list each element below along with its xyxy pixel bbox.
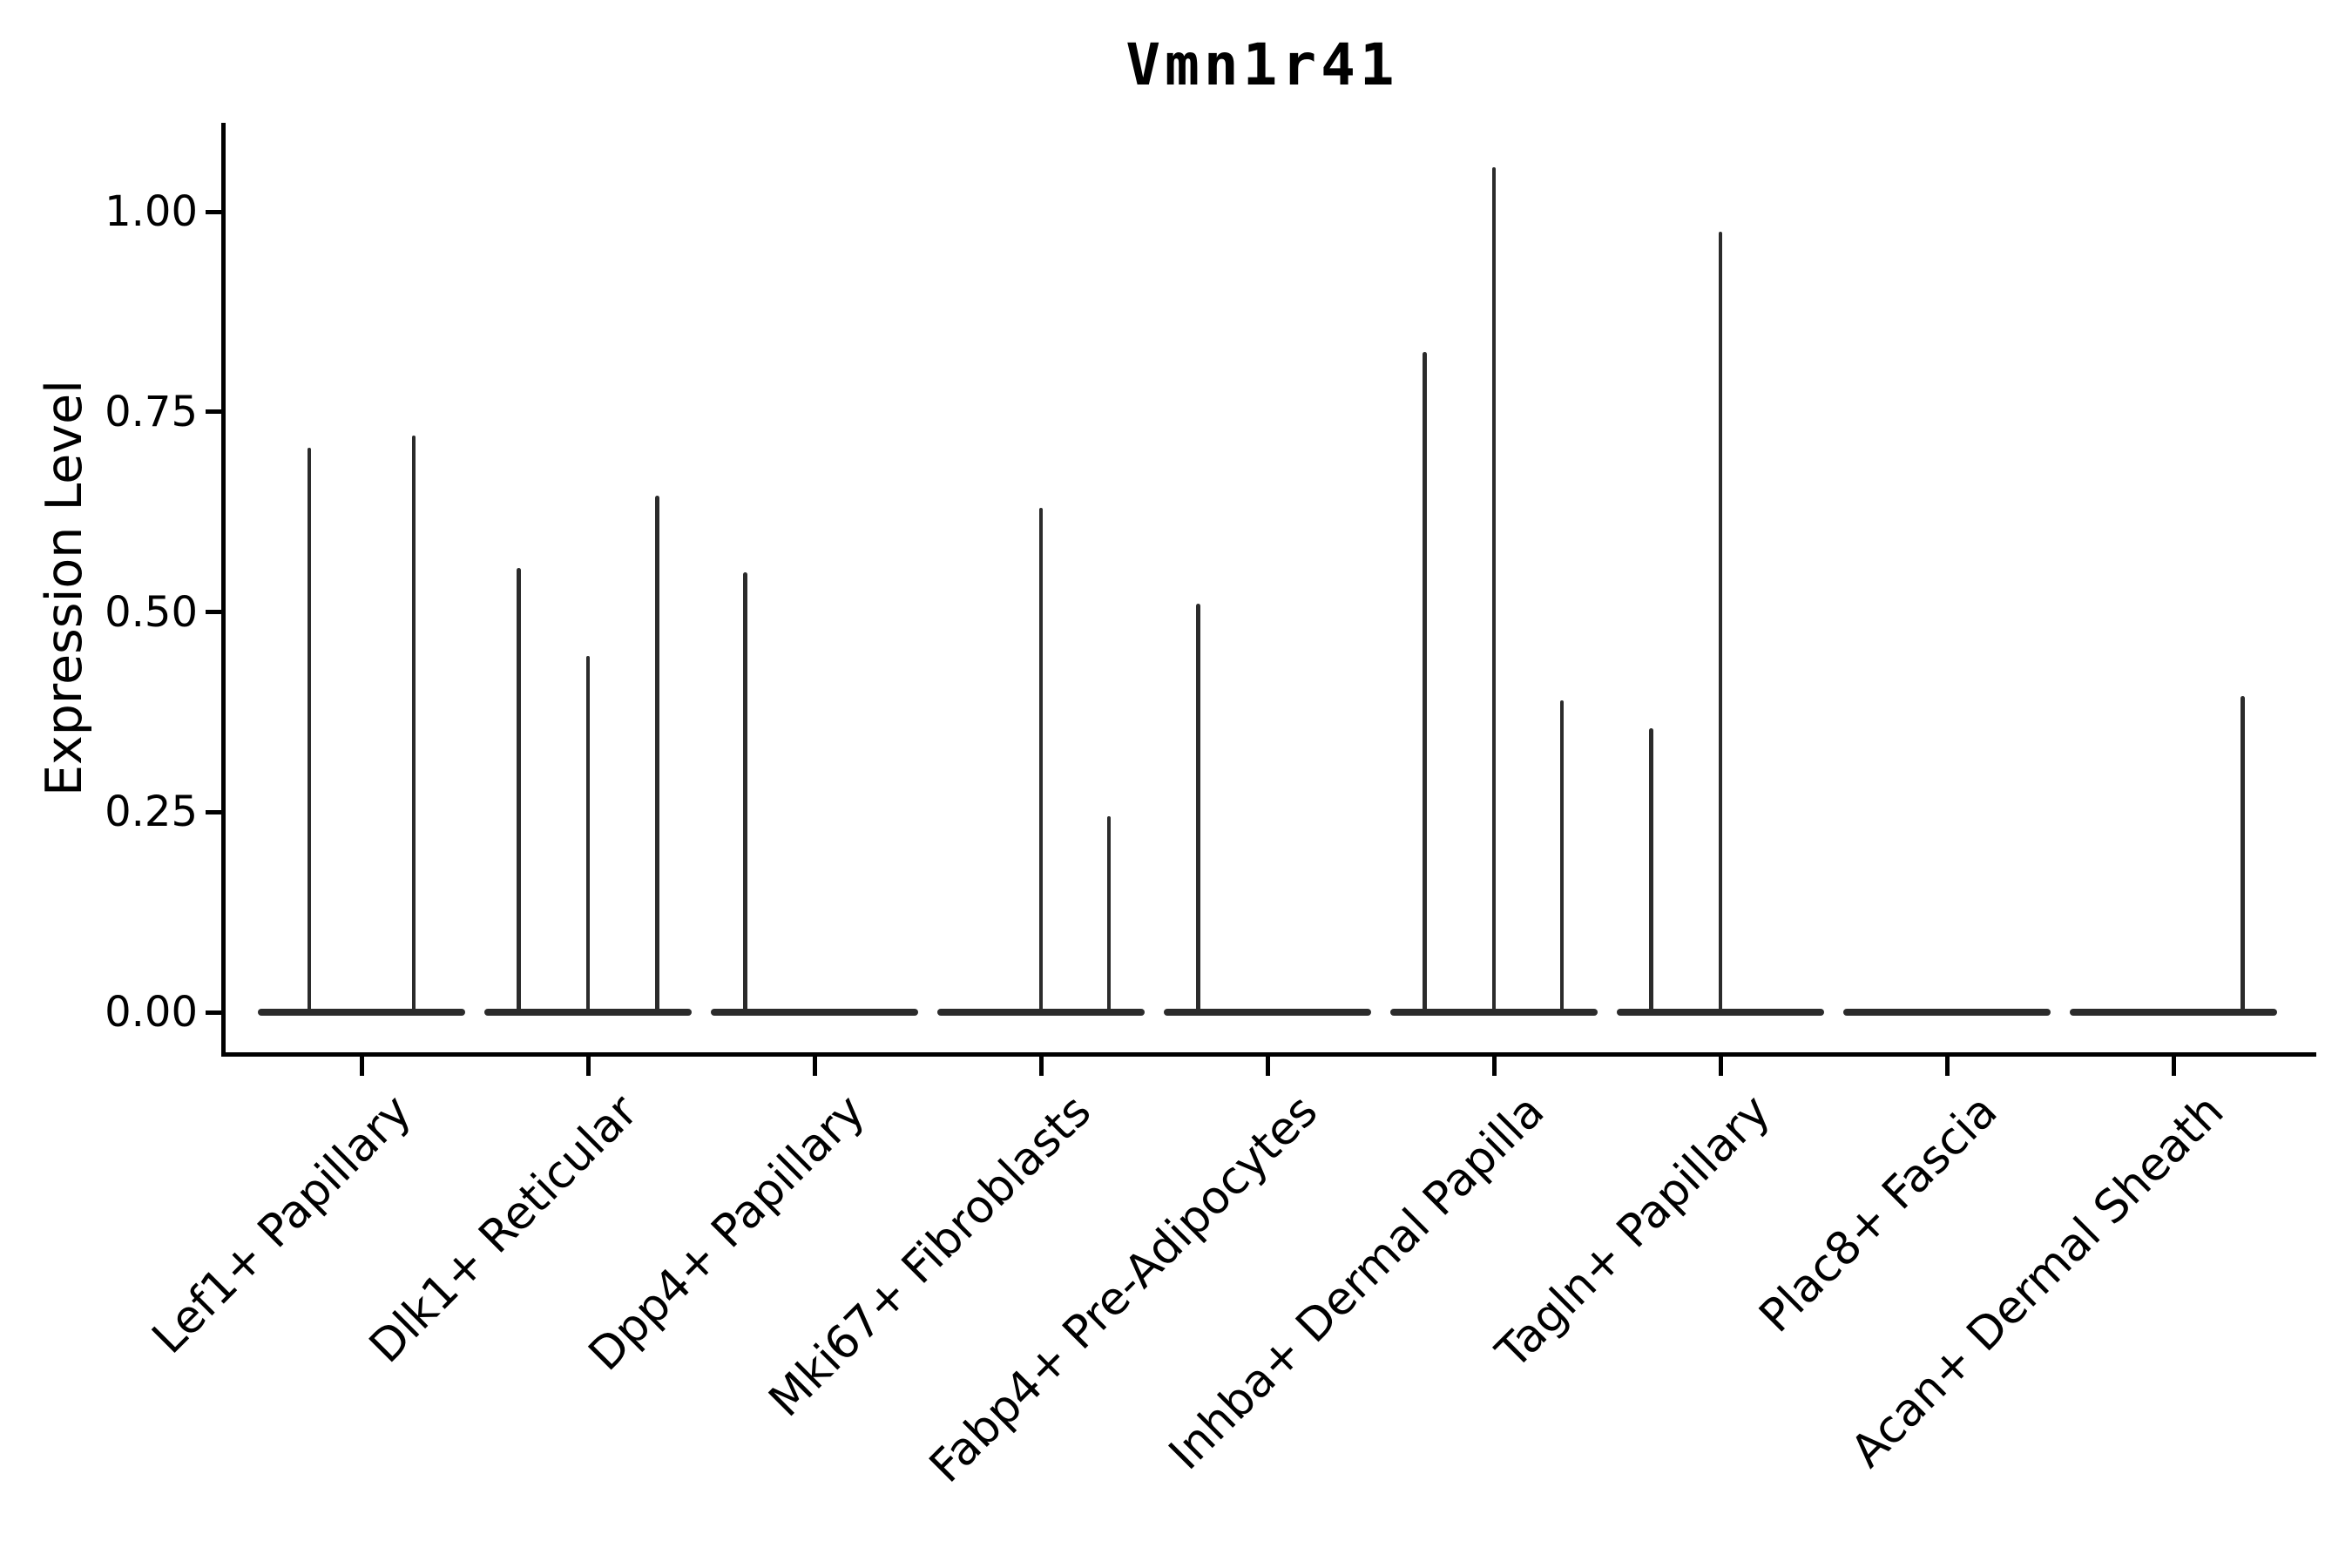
violin-base (1616, 1009, 1825, 1016)
violin-spike (1649, 727, 1653, 1012)
violin-spike (585, 656, 591, 1012)
y-tick-label: 0.75 (105, 387, 198, 436)
y-tick (206, 409, 221, 415)
x-tick (359, 1057, 364, 1076)
y-tick-label: 0.00 (105, 988, 198, 1037)
y-tick (206, 809, 221, 814)
y-tick-label: 0.25 (105, 787, 198, 837)
violin-spike (1196, 604, 1200, 1012)
violin-spike (411, 436, 416, 1012)
violin-base (936, 1009, 1146, 1016)
y-tick-label: 1.00 (105, 187, 198, 236)
violin-spike (655, 496, 659, 1012)
violin-base (1389, 1009, 1598, 1016)
violin-spike (307, 448, 312, 1012)
violin-base (1842, 1009, 2051, 1016)
x-tick-label: Plac8+ Fascia (1749, 1085, 2008, 1343)
x-tick (1265, 1057, 1270, 1076)
violin-spike (1559, 700, 1565, 1012)
violin-spike (1038, 508, 1044, 1012)
violin-spike (2240, 695, 2245, 1012)
x-tick (1944, 1057, 1950, 1076)
x-tick (1491, 1057, 1497, 1076)
plot-title: Vmn1r41 (1125, 31, 1399, 98)
y-tick (206, 610, 221, 614)
x-tick-label: Fabp4+ Pre-Adipocytes (919, 1085, 1328, 1493)
y-tick-label: 0.50 (105, 587, 198, 637)
violin-spike (517, 567, 521, 1012)
violin-spike (1718, 231, 1723, 1012)
violin-spike (1106, 815, 1112, 1012)
x-tick (2171, 1057, 2176, 1076)
x-tick (812, 1057, 817, 1076)
violin-base (2069, 1009, 2278, 1016)
violin-base (257, 1009, 466, 1016)
y-tick (206, 1010, 221, 1015)
x-tick-label: Inhba+ Dermal Papilla (1159, 1085, 1555, 1481)
violin-base (710, 1009, 919, 1016)
x-tick-label: Acan+ Dermal Sheath (1841, 1085, 2234, 1478)
y-tick (206, 209, 221, 214)
y-axis-spine (221, 123, 226, 1057)
violin-spike (1423, 351, 1427, 1012)
x-axis-spine (221, 1052, 2316, 1057)
violin-base (483, 1009, 693, 1016)
x-tick (1718, 1057, 1723, 1076)
violin-spike (1491, 167, 1497, 1012)
violin-spike (743, 571, 747, 1012)
x-tick (1038, 1057, 1044, 1076)
x-tick (585, 1057, 591, 1076)
violin-base (1163, 1009, 1372, 1016)
